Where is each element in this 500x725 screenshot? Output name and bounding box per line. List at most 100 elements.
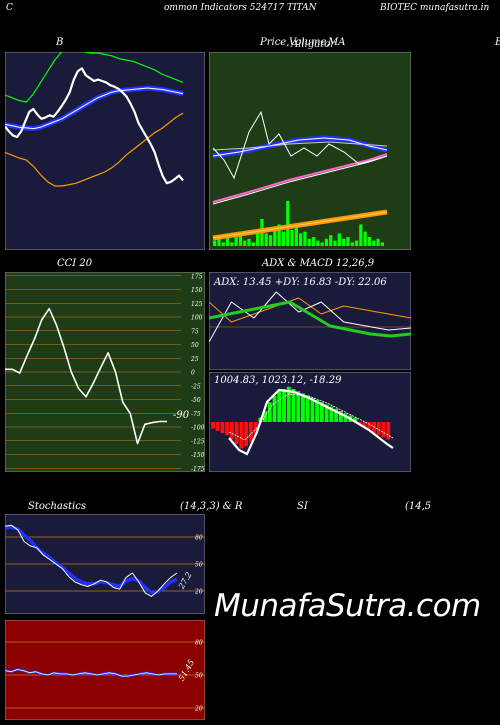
volume-bar <box>273 228 277 246</box>
price-title-c: MA <box>328 37 346 48</box>
macd-histogram-bar <box>220 422 225 433</box>
volume-bar <box>303 231 307 246</box>
volume-ma-core <box>212 211 388 239</box>
rsi-tick-label: 80 <box>195 640 203 647</box>
macd-histogram-bar <box>367 422 372 429</box>
volume-bar <box>376 238 380 246</box>
adx-readout: ADX: 13.45 +DY: 16.83 -DY: 22.06 <box>213 277 387 288</box>
macd-histogram-bar <box>244 422 249 447</box>
volume-bar <box>333 240 337 246</box>
rsi-line <box>5 669 177 677</box>
volume-bar <box>359 224 363 246</box>
macd-readout: 1004.83, 1023.12, -18.29 <box>214 375 342 386</box>
macd-histogram-bar <box>310 397 315 422</box>
macd-histogram-bar <box>253 422 258 436</box>
adx-chart: ADX: 13.45 +DY: 16.83 -DY: 22.06 <box>209 272 411 370</box>
macd-histogram-bar <box>343 413 348 422</box>
volume-bar <box>316 240 320 246</box>
cci-tick-label: 75 <box>191 328 199 335</box>
volume-bar <box>324 238 329 246</box>
cci-tick-label: 125 <box>191 301 203 308</box>
macd-histogram-bar <box>296 391 301 422</box>
macd-histogram-bar <box>267 402 272 422</box>
rsi-tick-label: 20 <box>194 706 203 713</box>
macd-histogram-bar <box>386 422 391 440</box>
macd-histogram-bar <box>329 406 334 422</box>
header-left: C <box>6 3 13 13</box>
macd-histogram-bar <box>324 404 329 422</box>
volume-bar <box>307 238 311 246</box>
volume-bar <box>217 238 221 246</box>
watermark: MunafaSutra.com <box>214 588 481 624</box>
adx-line <box>209 300 411 338</box>
macd-histogram-bar <box>357 422 362 425</box>
volume-bar <box>337 233 341 246</box>
bb-price-line <box>5 67 184 185</box>
macd-histogram-bar <box>362 422 367 427</box>
cci-chart: 175 150 125 100 75 50 25 0 -25 -50 -75 -100 -125 -150… <box>5 272 205 472</box>
cci-tick-label: -75 <box>191 411 201 418</box>
volume-bar <box>372 240 376 246</box>
macd-signal-line <box>228 393 394 441</box>
macd-line <box>228 388 394 456</box>
cci-tick-label: -50 <box>191 397 201 404</box>
macd-histogram-bar <box>381 422 386 438</box>
cci-tick-label: 50 <box>191 342 199 349</box>
volume-bar <box>299 233 303 246</box>
stoch-title: Stochastics <box>28 501 86 512</box>
stoch-params: (14,3,3) & R <box>180 501 243 512</box>
adx-minus-dy <box>209 297 411 323</box>
volume-bar <box>342 238 346 246</box>
volume-bar <box>268 235 273 246</box>
stoch-d-line <box>5 525 178 595</box>
macd-histogram-bar <box>225 422 230 436</box>
volume-bar <box>380 242 384 246</box>
macd-histogram-bar <box>286 386 291 422</box>
macd-histogram-bar <box>372 422 376 433</box>
macd-histogram-bar <box>338 411 343 422</box>
volume-bar <box>363 231 367 246</box>
macd-histogram-bar <box>239 422 244 449</box>
volume-bar <box>277 224 281 246</box>
macd-histogram-bar <box>229 422 234 440</box>
cci-tick-label: 0 <box>191 370 195 377</box>
cci-value-label: -90 <box>173 410 190 421</box>
cci-tick-label: -100 <box>191 425 205 432</box>
cci-tick-label: -25 <box>191 383 201 390</box>
volume-bar <box>290 229 294 246</box>
macd-histogram-bar <box>282 389 286 422</box>
macd-histogram-bar <box>277 391 282 422</box>
volume-bar <box>238 231 243 246</box>
volume-bar <box>350 242 354 246</box>
volume-bar <box>247 238 251 246</box>
macd-histogram-bar <box>248 422 253 442</box>
volume-bar <box>320 242 324 246</box>
price-volume-chart <box>209 52 411 250</box>
cci-line <box>5 307 167 445</box>
volume-bar <box>367 237 372 246</box>
cci-tick-label: -175 <box>191 466 205 472</box>
volume-bar <box>329 235 333 246</box>
volume-bar <box>213 240 217 246</box>
macd-histogram-bar <box>272 395 277 422</box>
cci-tick-label: 25 <box>190 356 199 363</box>
price-title-overlap: Alligator <box>291 39 335 50</box>
stoch-tick-label: 20 <box>194 589 203 596</box>
volume-bar <box>243 240 247 246</box>
price-title-a: Price, <box>260 37 290 48</box>
adx-title: ADX & MACD 12,26,9 <box>262 258 375 269</box>
volume-bar <box>281 231 286 246</box>
bb-upper-band <box>5 52 184 103</box>
price-title-b: Volume, <box>289 37 330 48</box>
price-line <box>212 110 388 180</box>
cci-title: CCI 20 <box>57 258 93 269</box>
macd-histogram-bar <box>215 422 220 431</box>
volume-bar <box>230 242 234 246</box>
header-title: ommon Indicators 524717 TITAN <box>164 3 317 13</box>
price-right-edge: B <box>495 38 500 48</box>
rsi-tick-label: 50 <box>195 673 203 680</box>
macd-chart: 1004.83, 1023.12, -18.29 <box>209 372 411 472</box>
bb-title: B <box>56 37 64 48</box>
